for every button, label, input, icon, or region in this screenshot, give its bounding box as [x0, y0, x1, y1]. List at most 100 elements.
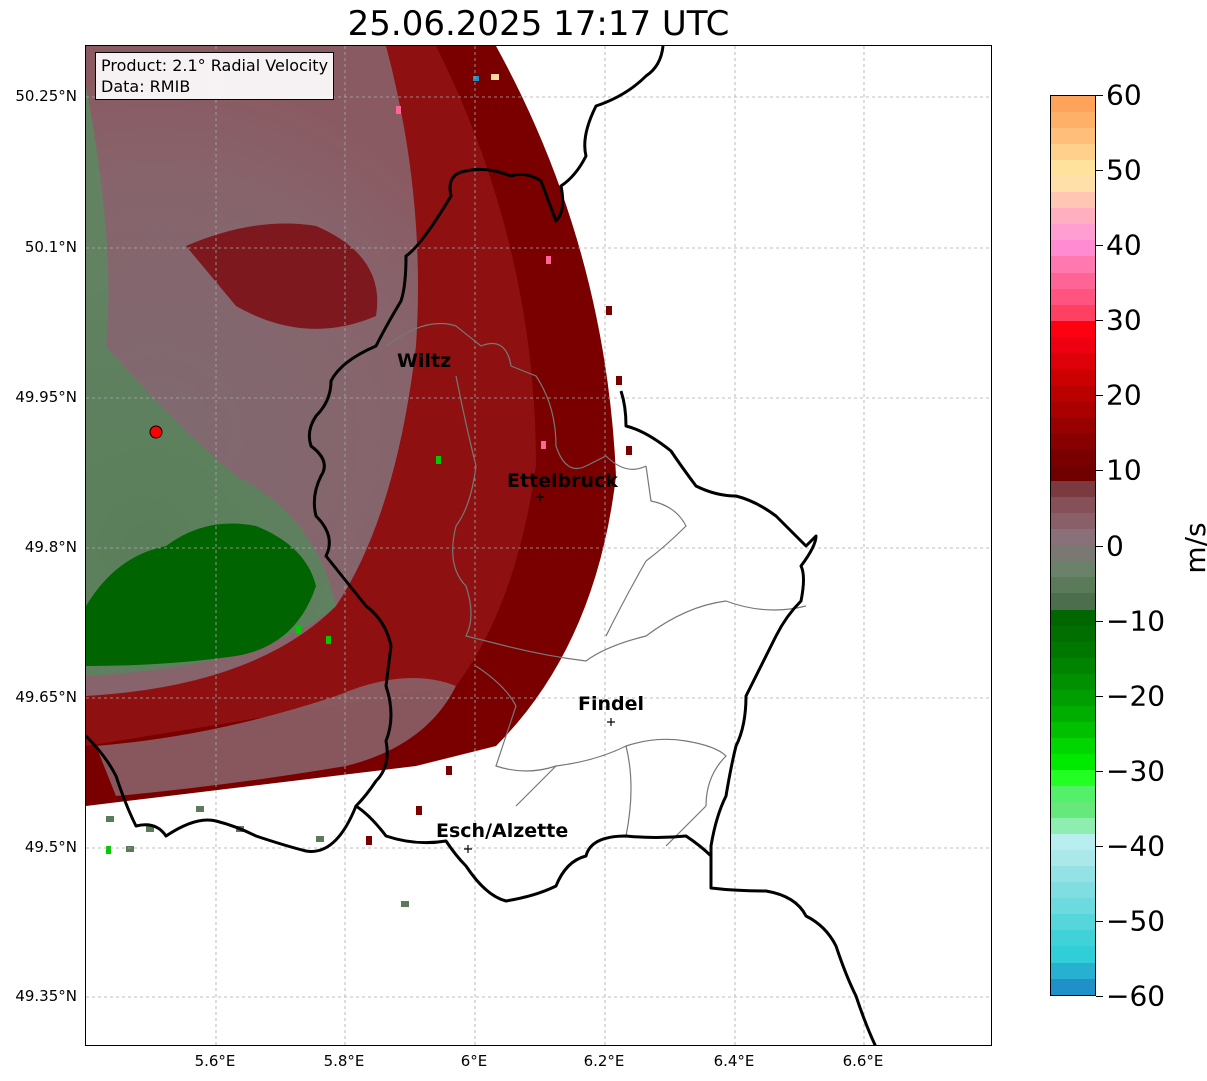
- colorbar-segment: [1051, 786, 1095, 803]
- lon-tick-label: 6.4°E: [713, 1052, 755, 1070]
- national-border: [86, 46, 877, 1045]
- lon-tick-label: 6.2°E: [583, 1052, 625, 1070]
- colorbar-tick: [1096, 95, 1103, 96]
- colorbar-segment: [1051, 769, 1095, 787]
- colorbar-segment: [1051, 513, 1095, 530]
- colorbar-unit-label: m/s: [1179, 522, 1207, 574]
- city-label-wiltz: Wiltz: [397, 350, 452, 372]
- colorbar-tick-label: 40: [1106, 228, 1142, 262]
- colorbar-segment: [1051, 882, 1095, 899]
- colorbar-segment: [1051, 128, 1095, 145]
- colorbar-segment: [1051, 978, 1095, 995]
- colorbar-tick-label: −20: [1106, 679, 1166, 713]
- colorbar-segment: [1051, 320, 1095, 337]
- colorbar-segment: [1051, 946, 1095, 963]
- colorbar-segment: [1051, 641, 1095, 658]
- lon-tick-label: 5.6°E: [194, 1052, 236, 1070]
- colorbar-tick: [1096, 170, 1103, 172]
- colorbar-segment: [1051, 834, 1095, 851]
- colorbar-segment: [1051, 962, 1095, 979]
- lon-tick-label: 6.6°E: [842, 1052, 884, 1070]
- data-source-label: Data: RMIB: [101, 77, 191, 96]
- colorbar-tick-label: −10: [1106, 604, 1166, 638]
- colorbar-segment: [1051, 336, 1095, 353]
- colorbar-segment: [1051, 737, 1095, 754]
- lat-tick-label: 49.35°N: [15, 987, 77, 1005]
- colorbar-segment: [1051, 545, 1095, 562]
- lon-tick-label: 6°E: [460, 1052, 488, 1070]
- colorbar-segment: [1051, 866, 1095, 883]
- colorbar-segment: [1051, 914, 1095, 931]
- canton-boundaries: [385, 322, 807, 847]
- colorbar-tick: [1096, 470, 1103, 472]
- colorbar-segment: [1051, 497, 1095, 514]
- colorbar-segment: [1051, 208, 1095, 225]
- colorbar-segment: [1051, 529, 1095, 546]
- colorbar-tick-label: 50: [1106, 153, 1142, 187]
- colorbar-segment: [1051, 304, 1095, 321]
- colorbar-tick: [1096, 245, 1103, 247]
- colorbar-tick: [1096, 545, 1103, 547]
- colorbar-segment: [1051, 625, 1095, 642]
- radar-echo-field: [86, 46, 632, 907]
- colorbar-tick: [1096, 695, 1103, 697]
- colorbar-segment: [1051, 432, 1095, 450]
- radar-site-marker[interactable]: [149, 425, 163, 439]
- product-label: Product: 2.1° Radial Velocity: [101, 56, 329, 75]
- map-title: 25.06.2025 17:17 UTC: [347, 4, 730, 44]
- colorbar-segment: [1051, 192, 1095, 209]
- colorbar-segment: [1051, 288, 1095, 305]
- colorbar-segment: [1051, 449, 1095, 466]
- lat-tick-label: 50.1°N: [24, 238, 77, 256]
- colorbar-segment: [1051, 144, 1095, 161]
- colorbar-tick: [1096, 620, 1103, 622]
- colorbar-tick: [1096, 770, 1103, 772]
- colorbar-segment: [1051, 898, 1095, 915]
- colorbar-tick: [1096, 996, 1103, 997]
- lat-tick-label: 50.25°N: [15, 87, 77, 105]
- colorbar-segment: [1051, 112, 1095, 129]
- colorbar-segment: [1051, 481, 1095, 498]
- colorbar-segment: [1051, 930, 1095, 947]
- colorbar-tick-label: 60: [1106, 78, 1142, 112]
- colorbar-tick: [1096, 845, 1103, 847]
- lon-tick-label: 5.8°E: [323, 1052, 365, 1070]
- city-label-findel: Findel: [578, 693, 645, 715]
- colorbar-segment: [1051, 561, 1095, 578]
- colorbar-segment: [1051, 721, 1095, 738]
- colorbar-segment: [1051, 753, 1095, 770]
- lat-tick-label: 49.5°N: [24, 838, 77, 856]
- city-label-esch-alzette: Esch/Alzette: [436, 820, 569, 842]
- colorbar-tick-label: −60: [1106, 979, 1166, 1013]
- city-markers: [464, 493, 615, 853]
- colorbar-segment: [1051, 176, 1095, 193]
- colorbar-segment: [1051, 705, 1095, 722]
- colorbar-tick: [1096, 395, 1103, 397]
- colorbar-segment: [1051, 240, 1095, 257]
- colorbar-segment: [1051, 352, 1095, 369]
- colorbar-tick: [1096, 320, 1103, 322]
- colorbar-segment: [1051, 850, 1095, 867]
- lat-tick-label: 49.65°N: [15, 688, 77, 706]
- colorbar-segment: [1051, 384, 1095, 401]
- colorbar-tick: [1096, 920, 1103, 922]
- colorbar-tick-label: 10: [1106, 453, 1142, 487]
- colorbar-tick-label: −50: [1106, 904, 1166, 938]
- colorbar-tick-label: 30: [1106, 303, 1142, 337]
- product-info-box: Product: 2.1° Radial Velocity Data: RMIB: [95, 52, 335, 100]
- radar-map[interactable]: [85, 45, 992, 1046]
- colorbar-segment: [1051, 577, 1095, 594]
- colorbar-segment: [1051, 256, 1095, 273]
- colorbar-segment: [1051, 465, 1095, 482]
- colorbar-segment: [1051, 96, 1095, 113]
- colorbar-segment: [1051, 609, 1095, 626]
- colorbar-segment: [1051, 657, 1095, 674]
- city-label-ettelbruck: Ettelbruck: [507, 470, 618, 492]
- colorbar-segment: [1051, 224, 1095, 241]
- colorbar-tick-label: 0: [1106, 529, 1124, 562]
- colorbar-segment: [1051, 593, 1095, 610]
- colorbar-tick-label: −30: [1106, 754, 1166, 788]
- colorbar-segment: [1051, 368, 1095, 385]
- lat-tick-label: 49.8°N: [24, 538, 77, 556]
- colorbar-segment: [1051, 673, 1095, 690]
